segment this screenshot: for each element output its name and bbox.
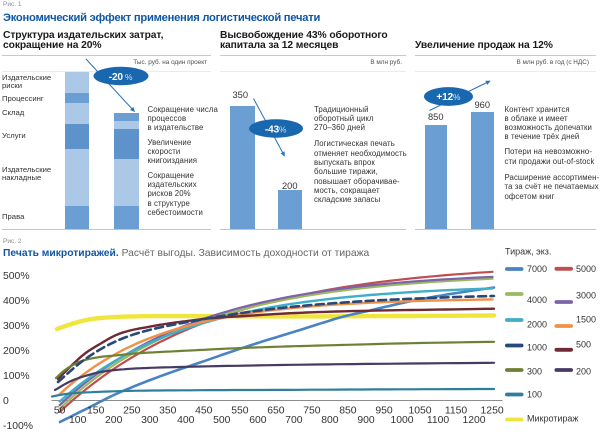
svg-text:500: 500 bbox=[576, 340, 591, 350]
svg-text:1000: 1000 bbox=[527, 343, 547, 353]
svg-text:1250: 1250 bbox=[481, 406, 504, 417]
svg-text:+12%: +12% bbox=[436, 92, 461, 103]
svg-text:650: 650 bbox=[267, 406, 285, 417]
svg-text:300: 300 bbox=[141, 415, 159, 426]
svg-text:900: 900 bbox=[357, 415, 375, 426]
svg-text:400%: 400% bbox=[3, 296, 30, 307]
svg-text:100%: 100% bbox=[3, 371, 30, 382]
svg-text:200: 200 bbox=[576, 367, 591, 377]
svg-text:550: 550 bbox=[231, 406, 249, 417]
svg-text:1000: 1000 bbox=[390, 415, 413, 426]
svg-text:150: 150 bbox=[87, 406, 105, 417]
svg-text:300%: 300% bbox=[3, 321, 30, 332]
svg-text:700: 700 bbox=[285, 415, 303, 426]
svg-text:1050: 1050 bbox=[408, 406, 431, 417]
svg-text:4000: 4000 bbox=[527, 295, 547, 305]
svg-text:0: 0 bbox=[3, 396, 9, 407]
svg-text:Микротираж: Микротираж bbox=[527, 414, 578, 424]
svg-text:200%: 200% bbox=[3, 346, 30, 357]
svg-text:-43%: -43% bbox=[265, 124, 287, 135]
svg-text:600: 600 bbox=[249, 415, 267, 426]
svg-text:300: 300 bbox=[527, 367, 542, 377]
svg-text:50: 50 bbox=[54, 406, 66, 417]
svg-text:1200: 1200 bbox=[462, 415, 485, 426]
svg-text:-20 %: -20 % bbox=[109, 72, 133, 83]
svg-text:350: 350 bbox=[159, 406, 177, 417]
svg-text:2000: 2000 bbox=[527, 320, 547, 330]
svg-text:-100%: -100% bbox=[3, 421, 33, 432]
svg-text:1500: 1500 bbox=[576, 315, 596, 325]
svg-text:Тираж, экз.: Тираж, экз. bbox=[505, 247, 551, 257]
svg-text:1150: 1150 bbox=[445, 406, 468, 417]
svg-text:800: 800 bbox=[321, 415, 339, 426]
svg-text:250: 250 bbox=[123, 406, 141, 417]
svg-text:750: 750 bbox=[303, 406, 321, 417]
svg-text:3000: 3000 bbox=[576, 291, 596, 301]
svg-text:5000: 5000 bbox=[576, 264, 596, 274]
svg-text:200: 200 bbox=[105, 415, 123, 426]
svg-text:100: 100 bbox=[69, 415, 87, 426]
svg-text:400: 400 bbox=[177, 415, 195, 426]
svg-text:1100: 1100 bbox=[427, 415, 450, 426]
svg-text:100: 100 bbox=[527, 390, 542, 400]
svg-text:500: 500 bbox=[213, 415, 231, 426]
svg-text:500%: 500% bbox=[3, 271, 30, 282]
svg-text:450: 450 bbox=[195, 406, 213, 417]
svg-text:950: 950 bbox=[375, 406, 393, 417]
svg-text:7000: 7000 bbox=[527, 264, 547, 274]
svg-text:850: 850 bbox=[339, 406, 357, 417]
